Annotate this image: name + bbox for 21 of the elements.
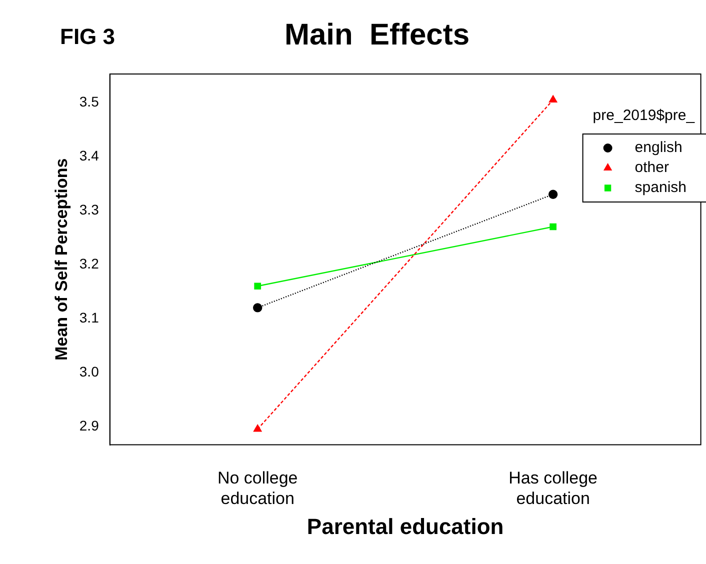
y-tick-label: 3.0	[79, 363, 100, 380]
y-tick-label: 2.9	[79, 417, 100, 434]
point	[548, 190, 558, 199]
legend-label: english	[634, 139, 682, 156]
x-axis-title: Parental education	[306, 514, 504, 539]
legend-title: pre_2019$pre_	[592, 107, 696, 124]
legend-label: spanish	[634, 179, 687, 196]
legend-label: other	[634, 159, 670, 176]
x-tick-label: No college education	[217, 468, 298, 508]
point	[254, 282, 262, 290]
y-tick-label: 3.4	[79, 147, 100, 164]
y-tick-label: 3.5	[79, 93, 100, 110]
chart-title: Main Effects	[284, 18, 470, 52]
x-tick-label: Has college education	[508, 468, 598, 508]
y-tick-label: 3.3	[79, 201, 100, 218]
y-axis-title: Mean of Self Perceptions	[52, 158, 71, 360]
point	[550, 223, 556, 230]
y-tick-label: 3.1	[79, 309, 100, 326]
y-tick-label: 3.2	[79, 255, 100, 272]
caption: FIG 3	[60, 24, 116, 49]
point	[252, 303, 262, 312]
